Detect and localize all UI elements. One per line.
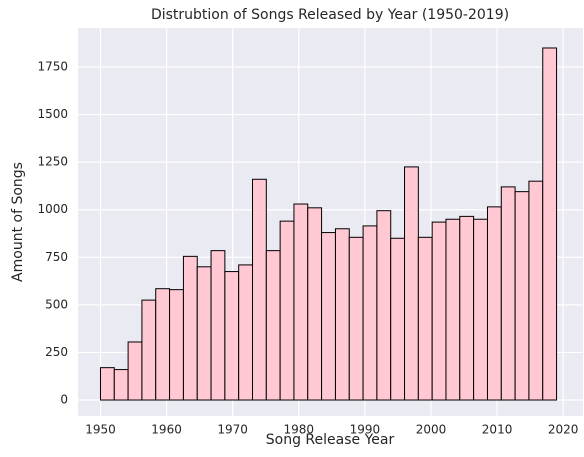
- x-tick-label: 1990: [350, 423, 381, 437]
- y-tick-label: 1500: [37, 107, 68, 121]
- x-tick-label: 1970: [217, 423, 248, 437]
- x-tick-label: 2000: [416, 423, 447, 437]
- bar: [528, 180, 544, 401]
- bar: [348, 236, 364, 401]
- bar: [155, 288, 171, 401]
- bar: [334, 228, 350, 401]
- bar: [99, 367, 115, 401]
- bar: [431, 221, 447, 401]
- x-tick-label: 2010: [482, 423, 513, 437]
- bar: [486, 206, 502, 401]
- bar: [238, 264, 254, 401]
- bar: [500, 186, 516, 401]
- bar: [210, 250, 226, 401]
- bar: [321, 232, 336, 401]
- chart-title: Distrubtion of Songs Released by Year (1…: [151, 7, 509, 23]
- y-tick-label: 1250: [37, 155, 68, 169]
- x-tick-label: 1950: [85, 423, 116, 437]
- y-tick-label: 0: [60, 393, 68, 407]
- bar: [542, 47, 558, 401]
- bar: [390, 237, 406, 401]
- bar: [182, 255, 198, 401]
- bar: [417, 236, 433, 401]
- bar: [362, 225, 378, 401]
- bar: [113, 369, 129, 401]
- bar: [307, 207, 323, 401]
- bar: [293, 203, 309, 401]
- bar: [279, 220, 295, 401]
- bar: [404, 166, 419, 401]
- bar: [196, 266, 212, 401]
- bar: [224, 271, 240, 401]
- y-tick-label: 500: [45, 297, 68, 311]
- bar: [265, 250, 281, 401]
- bar: [169, 289, 184, 401]
- bar: [445, 218, 461, 401]
- y-tick-label: 250: [45, 345, 68, 359]
- x-axis-label: Song Release Year: [266, 432, 395, 448]
- bar: [514, 191, 530, 401]
- x-tick-label: 1980: [283, 423, 314, 437]
- bar: [376, 210, 392, 401]
- y-tick-label: 750: [45, 250, 68, 264]
- y-tick-label: 1750: [37, 60, 68, 74]
- bar: [127, 341, 143, 401]
- x-tick-label: 1960: [151, 423, 182, 437]
- bar: [141, 299, 157, 401]
- y-tick-label: 1000: [37, 202, 68, 216]
- bar: [459, 215, 475, 401]
- x-tick-label: 2020: [548, 423, 579, 437]
- y-axis-label: Amount of Songs: [10, 162, 26, 282]
- bar: [473, 218, 488, 401]
- bar: [252, 178, 267, 401]
